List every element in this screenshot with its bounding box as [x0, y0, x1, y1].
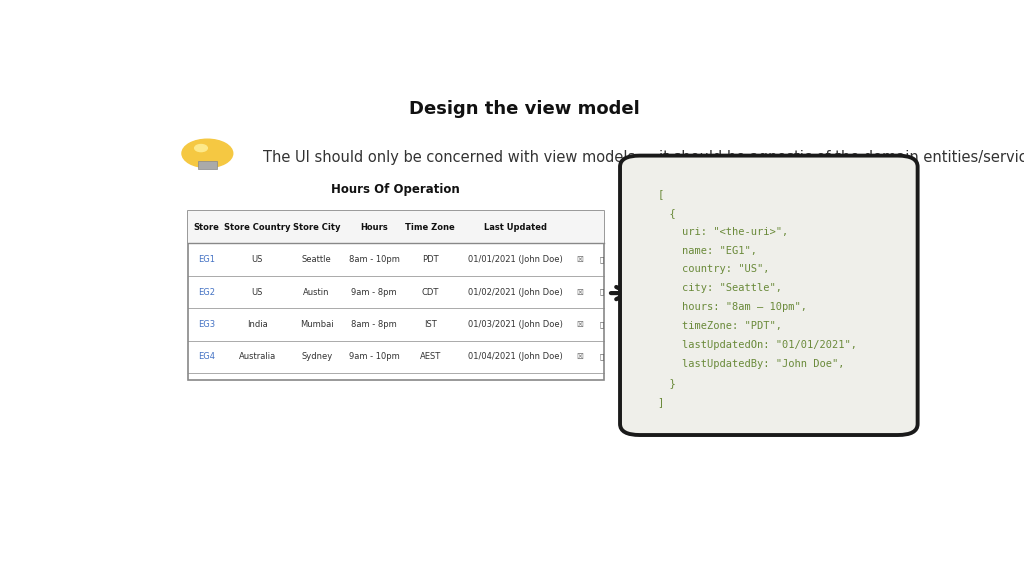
Text: hours: "8am – 10pm",: hours: "8am – 10pm",	[657, 302, 807, 312]
FancyBboxPatch shape	[620, 156, 918, 435]
Text: EG1: EG1	[198, 255, 215, 264]
Text: India: India	[247, 320, 267, 329]
Text: [: [	[657, 189, 664, 199]
Text: EG2: EG2	[198, 287, 215, 297]
Text: lastUpdatedOn: "01/01/2021",: lastUpdatedOn: "01/01/2021",	[657, 340, 857, 350]
Text: Store City: Store City	[293, 223, 340, 232]
Text: 01/04/2021 (John Doe): 01/04/2021 (John Doe)	[468, 353, 563, 361]
FancyBboxPatch shape	[198, 161, 217, 169]
Text: Austin: Austin	[303, 287, 330, 297]
Text: Last Updated: Last Updated	[484, 223, 547, 232]
Text: {: {	[657, 208, 676, 218]
Text: US: US	[252, 287, 263, 297]
Text: lastUpdatedBy: "John Doe",: lastUpdatedBy: "John Doe",	[657, 359, 845, 369]
Text: 🗑: 🗑	[599, 354, 603, 360]
Text: Store Country: Store Country	[224, 223, 291, 232]
Text: PDT: PDT	[422, 255, 438, 264]
Text: 8am - 8pm: 8am - 8pm	[351, 320, 397, 329]
Text: uri: "<the-uri>",: uri: "<the-uri>",	[657, 227, 788, 237]
Text: Store: Store	[194, 223, 219, 232]
Text: EG4: EG4	[198, 353, 215, 361]
Text: Design the view model: Design the view model	[410, 100, 640, 118]
Text: CDT: CDT	[422, 287, 439, 297]
Text: timeZone: "PDT",: timeZone: "PDT",	[657, 321, 782, 331]
Text: Seattle: Seattle	[302, 255, 332, 264]
Text: country: "US",: country: "US",	[657, 264, 770, 274]
Text: Australia: Australia	[239, 353, 275, 361]
Text: ☒: ☒	[577, 320, 584, 329]
Text: 9am - 10pm: 9am - 10pm	[348, 353, 399, 361]
Text: Time Zone: Time Zone	[406, 223, 455, 232]
Text: ☒: ☒	[577, 287, 584, 297]
Text: 🗑: 🗑	[599, 289, 603, 295]
Text: 01/01/2021 (John Doe): 01/01/2021 (John Doe)	[468, 255, 563, 264]
Text: 🗑: 🗑	[599, 256, 603, 263]
Text: city: "Seattle",: city: "Seattle",	[657, 283, 782, 293]
Text: 🗑: 🗑	[599, 321, 603, 328]
Text: Sydney: Sydney	[301, 353, 333, 361]
Text: }: }	[657, 378, 676, 388]
Text: 9am - 8pm: 9am - 8pm	[351, 287, 396, 297]
Circle shape	[195, 145, 207, 151]
Text: 8am - 10pm: 8am - 10pm	[348, 255, 399, 264]
Text: 01/02/2021 (John Doe): 01/02/2021 (John Doe)	[468, 287, 563, 297]
Text: EG3: EG3	[198, 320, 215, 329]
Text: Hours: Hours	[360, 223, 388, 232]
Text: The UI should only be concerned with view models … it should be agnostic of the : The UI should only be concerned with vie…	[263, 150, 1024, 165]
Text: US: US	[252, 255, 263, 264]
Text: Mumbai: Mumbai	[300, 320, 334, 329]
Text: Hours Of Operation: Hours Of Operation	[332, 183, 460, 195]
FancyBboxPatch shape	[187, 211, 604, 380]
Text: ]: ]	[657, 397, 664, 407]
Text: name: "EG1",: name: "EG1",	[657, 245, 758, 256]
Text: IST: IST	[424, 320, 436, 329]
FancyBboxPatch shape	[187, 211, 604, 244]
Text: ☒: ☒	[577, 255, 584, 264]
Text: AEST: AEST	[420, 353, 441, 361]
Circle shape	[182, 139, 232, 168]
Text: 01/03/2021 (John Doe): 01/03/2021 (John Doe)	[468, 320, 563, 329]
Text: ☒: ☒	[577, 353, 584, 361]
